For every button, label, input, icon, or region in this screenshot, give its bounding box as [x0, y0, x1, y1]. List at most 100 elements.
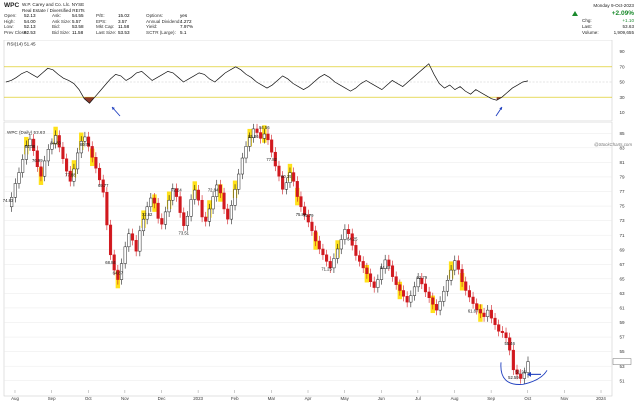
candle-body: [409, 295, 413, 303]
x-axis-label: Oct: [85, 396, 93, 401]
candle-body: [449, 269, 453, 281]
candle-body: [189, 199, 193, 217]
price-tick-label: 55: [619, 349, 625, 354]
candle-body: [72, 168, 76, 182]
price-label: 71.25: [321, 266, 332, 271]
rsi-oversold-fill: [84, 97, 95, 104]
candle-body: [222, 192, 226, 210]
price-label: 84.83: [50, 140, 61, 145]
candle-body: [471, 296, 475, 304]
candle-body: [65, 158, 69, 172]
quote-label: P/E:: [96, 13, 105, 18]
quote-label: Bid:: [52, 24, 60, 30]
candle-body: [28, 138, 32, 146]
quote-row: Low: 52.13: [4, 24, 36, 30]
price-label: 64.42: [380, 265, 391, 270]
price-label: 72.24: [171, 188, 182, 193]
quote-row: Bid Size: 11.58: [52, 30, 84, 36]
candle-body: [526, 361, 530, 373]
candle-body: [332, 258, 336, 269]
quote-label: Annual Dividend:: [146, 18, 181, 24]
quote-label: EPS:: [96, 18, 107, 24]
price-label: 80.76: [80, 142, 91, 147]
rsi-oversold-fill: [496, 97, 528, 101]
rsi-line: [5, 63, 529, 104]
quote-row: High: 54.00: [4, 19, 36, 25]
quote-label: Open:: [4, 13, 17, 18]
quote-label: Bid Size:: [52, 29, 71, 35]
quote-row: Ask: 54.55: [52, 13, 84, 19]
candle-body: [240, 157, 244, 175]
quote-row: Yield: 7.97%: [146, 24, 193, 30]
candle-body: [105, 191, 109, 226]
candle-body: [229, 205, 233, 220]
rsi-tick-label: 70: [619, 64, 625, 69]
candle-body: [204, 216, 208, 222]
change-value: 1,909,655: [613, 30, 634, 35]
x-axis-label: Sep: [487, 396, 495, 401]
price-tick-label: 71: [619, 233, 625, 238]
candle-body: [405, 296, 409, 303]
quote-label: Ask:: [52, 13, 61, 18]
x-axis-label: Feb: [231, 396, 239, 401]
candle-body: [270, 139, 274, 153]
price-label: 62.79: [417, 275, 428, 280]
quote-header: WPC W.P. Carey and Co. Llc. NYSE Real Es…: [0, 0, 640, 40]
candle-body: [343, 229, 347, 240]
quote-value: 53.58: [72, 24, 84, 30]
stockcharts-watermark: @StockCharts.com: [594, 142, 632, 147]
candle-body: [130, 233, 135, 241]
candle-body: [339, 239, 343, 250]
x-axis-label: Aug: [451, 396, 459, 401]
candle-body: [76, 152, 80, 170]
price-label: 80.25: [281, 174, 292, 179]
price-label: 72.79: [303, 213, 314, 218]
quote-label: Low:: [4, 24, 14, 30]
price-tick-label: 79: [619, 175, 625, 180]
quote-value: 4.272: [180, 18, 192, 24]
quote-value: 52.13: [24, 24, 36, 30]
candle-body: [79, 141, 83, 154]
price-label: 51.26: [515, 370, 526, 375]
candle-body: [174, 188, 179, 197]
quote-row: Mkt Cap: 11.58: [96, 24, 130, 30]
candle-body: [350, 233, 354, 246]
candle-body: [116, 269, 120, 280]
quote-label: Last Size:: [96, 29, 117, 35]
quote-row: Ask Size:5.57: [52, 19, 84, 25]
price-tick-label: 63: [619, 291, 625, 296]
up-arrow-icon: [572, 10, 578, 16]
x-axis-label: 2024: [596, 396, 606, 401]
candle-body: [442, 290, 446, 302]
last-price-tag: [612, 358, 632, 365]
price-label: 55.46: [504, 341, 515, 346]
price-tick-label: 53: [619, 364, 625, 369]
change-row: Chg: +1.10: [572, 18, 634, 24]
quote-value: 15.02: [118, 13, 130, 18]
candle-body: [475, 303, 479, 310]
price-label: 52.59: [508, 375, 519, 380]
quote-label: High:: [4, 18, 15, 24]
price-tick-label: 85: [619, 131, 625, 136]
candle-body: [497, 324, 501, 332]
price-tick-label: 75: [619, 204, 625, 209]
rsi-title: RSI(14) 51.45: [7, 42, 36, 47]
quote-label: Mkt Cap:: [96, 24, 115, 30]
candle-body: [434, 304, 439, 311]
price-label: 61.87: [468, 309, 479, 314]
x-axis-label: Sep: [48, 396, 56, 401]
candle-body: [310, 221, 314, 232]
candle-body: [438, 301, 442, 311]
candle-body: [303, 206, 307, 216]
candle-body: [46, 149, 50, 162]
candle-body: [50, 143, 54, 150]
candle-body: [277, 165, 281, 177]
candle-body: [467, 290, 471, 298]
candle-body: [226, 208, 230, 220]
candle-body: [299, 196, 303, 208]
candle-body: [460, 269, 464, 282]
change-label: Volume:: [582, 30, 599, 35]
candle-body: [196, 189, 200, 201]
candle-body: [365, 267, 369, 274]
candle-body: [295, 181, 299, 197]
